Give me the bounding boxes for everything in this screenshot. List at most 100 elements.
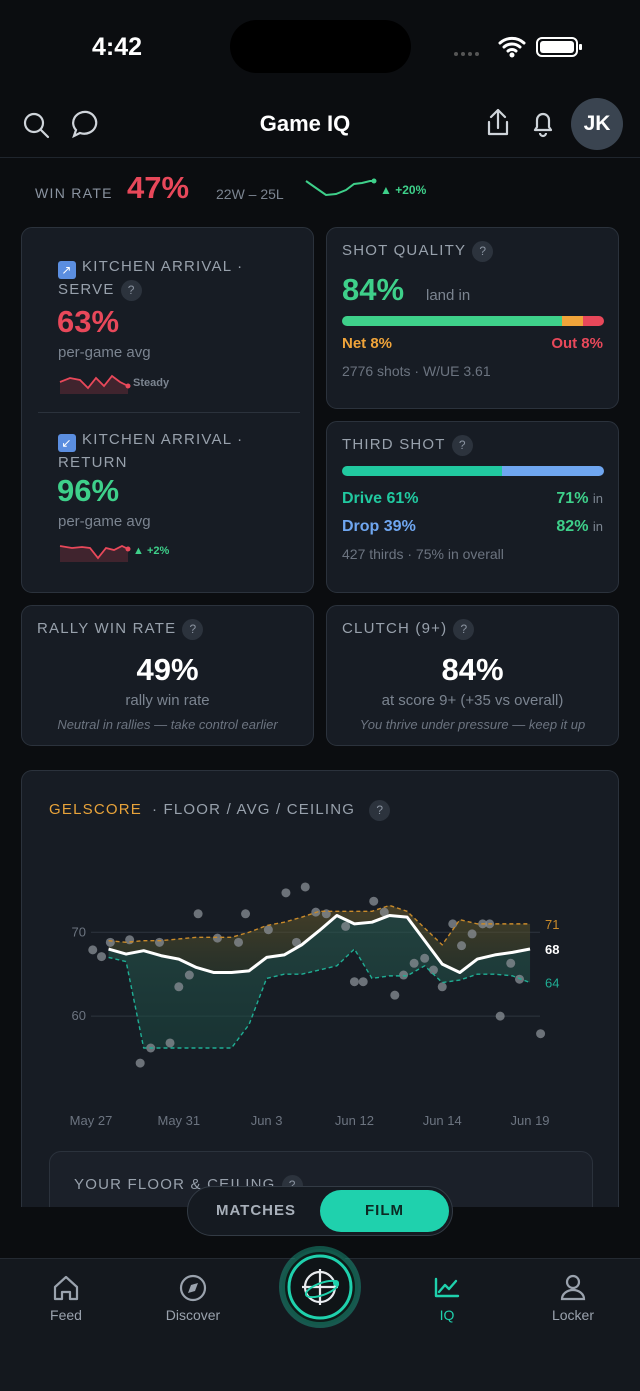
in-rate: 82% — [556, 518, 589, 535]
x-tick-label: May 27 — [70, 1113, 113, 1128]
in-word: in — [592, 491, 603, 506]
game-dot — [448, 919, 458, 929]
divider — [0, 157, 640, 158]
rally-note: Neutral in rallies — take control earlie… — [57, 717, 278, 732]
title-text: KITCHEN ARRIVAL · RETURN — [58, 431, 244, 471]
clutch-value: 84% — [441, 652, 504, 687]
third-shot-footer: 427 thirds · 75% in overall — [342, 546, 504, 562]
game-dot — [300, 882, 310, 892]
y-tick-label: 60 — [72, 1008, 86, 1023]
net-label: Net 8% — [342, 335, 393, 352]
tab-label-active[interactable]: IQ — [439, 1307, 455, 1323]
land-in-value: 84% — [342, 272, 405, 307]
chart-title: GELSCORE — [49, 801, 142, 818]
rally-title: RALLY WIN RATE? — [37, 618, 204, 640]
header-title: Game IQ — [259, 111, 351, 136]
game-dot — [97, 952, 107, 962]
help-icon[interactable]: ? — [453, 618, 475, 640]
end-label: 71 — [545, 917, 559, 932]
game-dot — [420, 953, 430, 963]
avatar[interactable]: JK — [571, 98, 623, 150]
game-dot — [358, 977, 368, 987]
game-dot — [341, 921, 351, 931]
header-right-icons[interactable] — [482, 106, 562, 140]
third-shot-bar — [342, 466, 604, 476]
kitchen-return-value: 96% — [57, 473, 120, 508]
tab-label[interactable]: Feed — [50, 1307, 82, 1323]
help-icon[interactable]: ? — [472, 240, 494, 262]
game-dot — [212, 933, 222, 943]
game-dot — [349, 977, 359, 987]
header-left-icons[interactable] — [20, 108, 110, 142]
drop-label: Drop 39% — [342, 518, 416, 535]
bar-segment — [583, 316, 604, 326]
game-dot — [135, 1058, 145, 1068]
bar-segment — [562, 316, 584, 326]
clutch-subtitle: at score 9+ (+35 vs overall) — [381, 692, 564, 709]
tab-label[interactable]: Discover — [165, 1307, 221, 1323]
kitchen-return-subtitle: per-game avg — [58, 513, 151, 530]
bar-segment — [342, 466, 502, 476]
kitchen-serve-trend: Steady — [133, 377, 170, 389]
series-line — [108, 904, 531, 946]
game-dot — [428, 965, 438, 975]
toggle-option[interactable]: MATCHES — [215, 1202, 297, 1219]
gelscore-heading: GELSCORE · FLOOR / AVG / CEILING? — [49, 799, 391, 821]
game-dot — [399, 970, 409, 980]
game-dot — [409, 958, 419, 968]
tab-label[interactable]: Locker — [551, 1307, 595, 1323]
game-dot — [390, 990, 400, 1000]
toggle-option-active[interactable]: FILM — [320, 1190, 449, 1232]
tab-icons — [53, 1274, 586, 1302]
kitchen-return-title: ↙ KITCHEN ARRIVAL · RETURN — [58, 431, 244, 471]
shot-quality-footer: 2776 shots · W/UE 3.61 — [342, 363, 491, 379]
game-dot — [457, 941, 467, 951]
help-icon[interactable]: ? — [369, 799, 391, 821]
shot-quality-title: SHOT QUALITY? — [342, 240, 494, 262]
game-dot — [495, 1011, 505, 1021]
kitchen-serve-sparkline — [59, 374, 131, 394]
view-toggle: MATCHES FILM — [187, 1186, 453, 1236]
in-rate: 71% — [556, 490, 589, 507]
win-rate-sparkline — [305, 178, 377, 197]
clutch-title: CLUTCH (9+)? — [342, 618, 475, 640]
title-text: CLUTCH (9+) — [342, 620, 448, 637]
win-rate-label: WIN RATE — [35, 185, 113, 201]
end-label: 68 — [545, 942, 559, 957]
game-dot — [467, 929, 477, 939]
status-icons — [454, 36, 582, 58]
game-dot — [263, 925, 273, 935]
kitchen-serve-title: ↗ KITCHEN ARRIVAL · SERVE? — [58, 256, 258, 301]
center-action-button[interactable] — [276, 1243, 364, 1331]
kitchen-serve-subtitle: per-game avg — [58, 344, 151, 361]
rally-value: 49% — [136, 652, 199, 687]
game-dot — [234, 937, 244, 947]
game-dot — [105, 937, 115, 947]
game-dot — [193, 909, 203, 919]
series-line — [108, 948, 531, 1049]
title-text: THIRD SHOT — [342, 436, 446, 453]
kitchen-card: ↗ KITCHEN ARRIVAL · SERVE? 63% per-game a… — [21, 227, 314, 593]
end-label: 64 — [545, 976, 559, 991]
game-dot — [281, 888, 291, 898]
third-shot-title: THIRD SHOT? — [342, 434, 473, 456]
drive-in: 71% in — [556, 490, 603, 508]
kitchen-return-sparkline — [59, 544, 131, 562]
kitchen-return-trend: ▲ +2% — [133, 545, 170, 557]
help-icon[interactable]: ? — [451, 434, 473, 456]
help-icon[interactable]: ? — [120, 279, 142, 301]
drive-label: Drive 61% — [342, 490, 419, 507]
game-dot — [88, 945, 98, 955]
gelscore-chart: 60 70 May 27 May 31 Jun 3 Jun 12 Jun 14 Jun 19 7… — [70, 882, 559, 1128]
help-icon[interactable]: ? — [182, 618, 204, 640]
game-dot — [291, 937, 301, 947]
range-band — [108, 915, 531, 1048]
x-tick-label: Jun 3 — [251, 1113, 283, 1128]
win-rate-value: 47% — [127, 170, 190, 205]
rally-card: RALLY WIN RATE? 49% rally win rate Neutr… — [21, 605, 314, 746]
clutch-card: CLUTCH (9+)? 84% at score 9+ (+35 vs ove… — [326, 605, 619, 746]
clutch-note: You thrive under pressure — keep it up — [359, 717, 586, 732]
drop-in: 82% in — [556, 518, 603, 536]
in-word: in — [592, 519, 603, 534]
game-dot — [369, 896, 379, 906]
